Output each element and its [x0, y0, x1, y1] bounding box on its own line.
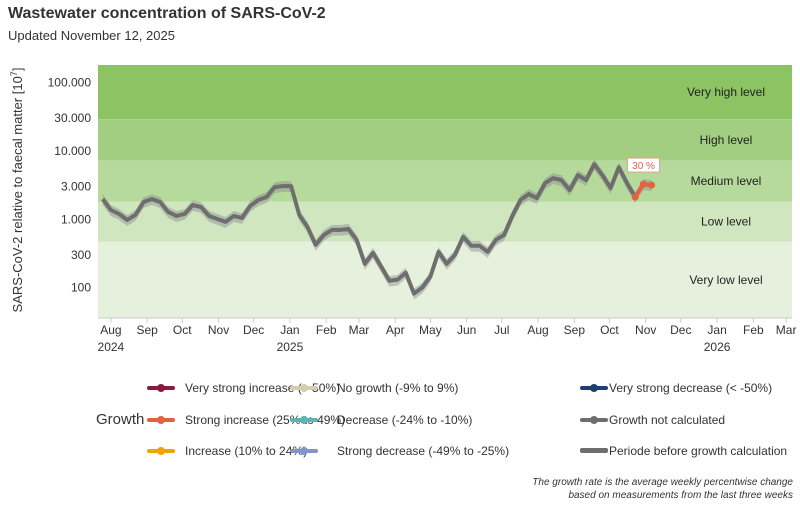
x-tick-label: Sep — [136, 323, 158, 337]
x-tick-label: Nov — [635, 323, 656, 337]
x-tick-year: 2025 — [277, 340, 304, 354]
chart-title: Wastewater concentration of SARS-CoV-2 — [8, 5, 326, 22]
chart-plot: Very high level High level Medium level Low… — [9, 65, 797, 354]
x-tick-label: Oct — [173, 323, 192, 337]
x-tick-label: Jul — [494, 323, 509, 337]
growth-point[interactable] — [639, 180, 647, 188]
x-tick-label: Dec — [670, 323, 691, 337]
legend-marker — [147, 382, 175, 394]
y-tick-label: 3.000 — [61, 180, 91, 194]
concentration-line — [101, 162, 637, 296]
footnote-line-2: based on measurements from the last thre… — [568, 490, 793, 501]
x-tick-label: Jan — [707, 323, 726, 337]
x-tick-label: Apr — [386, 323, 405, 337]
legend-item[interactable]: Decrease (-24% to -10%) — [337, 413, 473, 427]
growth-label-box — [627, 157, 661, 173]
legend-item[interactable]: Strong increase (25% to 49%) — [185, 413, 346, 427]
band-label: Very low level — [689, 273, 762, 287]
x-tick-label: Feb — [316, 323, 337, 337]
legend-marker — [580, 414, 608, 426]
growth-point[interactable] — [631, 193, 639, 201]
x-tick-label: Mar — [776, 323, 797, 337]
x-tick-label: Oct — [600, 323, 619, 337]
growth-point[interactable] — [648, 181, 656, 189]
y-axis-label: SARS-CoV-2 relative to faecal matter [10… — [9, 68, 25, 313]
legend-marker — [580, 382, 608, 394]
legend-marker — [147, 414, 175, 426]
y-tick-label: 10.000 — [54, 144, 91, 158]
legend-title: Growth — [96, 411, 145, 428]
uncertainty-band — [102, 159, 652, 300]
growth-label: 30 % — [632, 161, 655, 172]
legend-item[interactable]: No growth (-9% to 9%) — [337, 381, 459, 395]
y-tick-label: 1.000 — [61, 212, 91, 226]
x-tick-label: Sep — [564, 323, 586, 337]
band-2 — [98, 160, 792, 202]
x-tick-label: Aug — [527, 323, 548, 337]
legend-item[interactable]: Growth not calculated — [609, 413, 726, 427]
legend-item[interactable]: Strong decrease (-49% to -25%) — [337, 444, 510, 458]
band-label: Medium level — [691, 174, 762, 188]
y-tick-label: 300 — [71, 248, 91, 262]
band-label: Very high level — [687, 85, 765, 99]
band-4 — [98, 241, 792, 318]
legend-item[interactable]: Increase (10% to 24%) — [185, 444, 308, 458]
x-tick-label: Jan — [280, 323, 299, 337]
legend-item[interactable]: Periode before growth calculation — [609, 444, 788, 458]
legend-marker — [290, 414, 318, 426]
footnote-line-1: The growth rate is the average weekly pe… — [532, 477, 793, 488]
y-tick-label: 100 — [71, 281, 91, 295]
legend-marker — [290, 445, 318, 457]
x-tick-label: Feb — [743, 323, 764, 337]
x-tick-label: Jun — [457, 323, 476, 337]
legend-marker — [147, 445, 175, 457]
y-tick-label: 100.000 — [48, 75, 92, 89]
x-tick-label: Nov — [208, 323, 229, 337]
y-tick-label: 30.000 — [54, 111, 91, 125]
x-tick-label: Mar — [349, 323, 370, 337]
legend-item[interactable]: Very strong decrease (< -50%) — [609, 381, 773, 395]
band-0 — [98, 65, 792, 120]
legend-marker — [580, 445, 608, 457]
x-tick-label: Aug — [100, 323, 121, 337]
band-1 — [98, 119, 792, 161]
legend-marker — [290, 382, 318, 394]
band-label: Low level — [701, 215, 751, 229]
x-tick-label: May — [419, 323, 442, 337]
x-tick-year: 2024 — [98, 340, 125, 354]
band-3 — [98, 201, 792, 242]
x-tick-label: Dec — [243, 323, 264, 337]
chart-subtitle: Updated November 12, 2025 — [8, 28, 175, 43]
x-tick-year: 2026 — [704, 340, 731, 354]
band-label: High level — [700, 133, 753, 147]
